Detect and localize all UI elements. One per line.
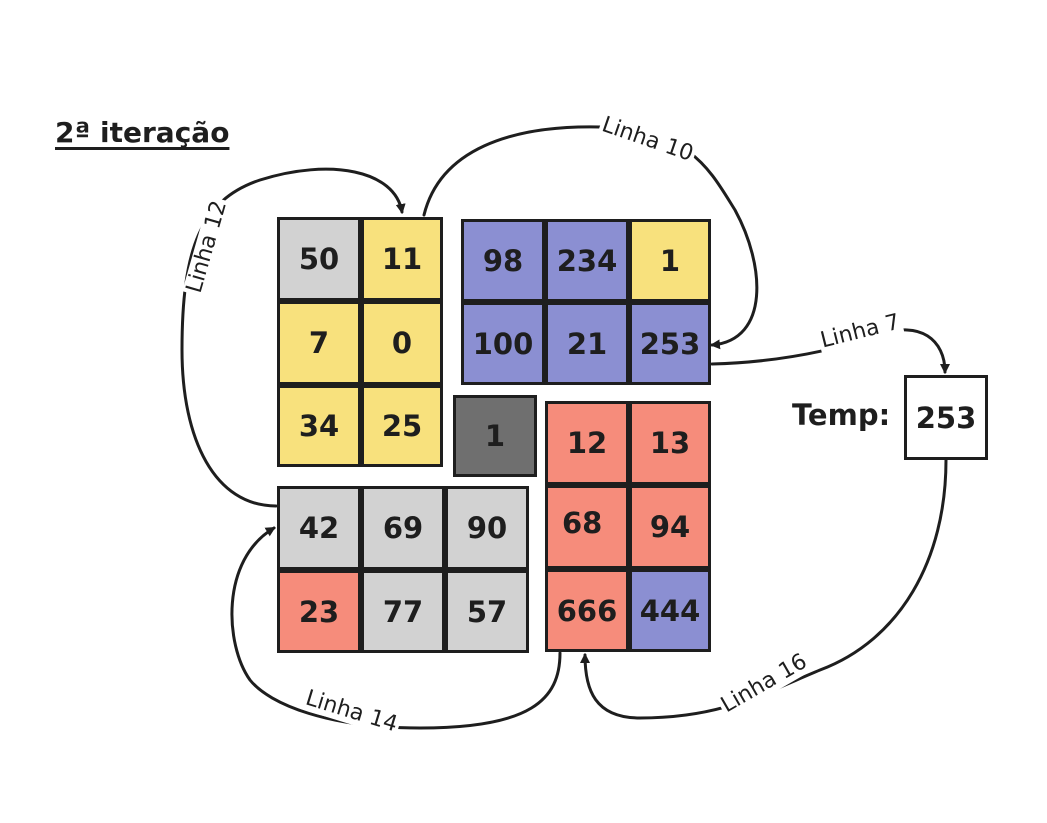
temp-value-box: 253 xyxy=(904,375,988,460)
temp-label: Temp: xyxy=(792,398,891,432)
cell-b5: 21 xyxy=(545,302,629,385)
cell-a4: 0 xyxy=(361,301,443,385)
cell-a6: 25 xyxy=(361,385,443,467)
cell-b2: 234 xyxy=(545,219,629,302)
cell-a3: 7 xyxy=(277,301,361,385)
cell-e5: 77 xyxy=(361,570,445,653)
cell-d1: 12 xyxy=(545,401,629,485)
cell-d4: 94 xyxy=(629,485,711,569)
cell-c1: 1 xyxy=(453,395,537,477)
cell-d6: 444 xyxy=(629,569,711,652)
cell-b3: 1 xyxy=(629,219,711,302)
cell-b1: 98 xyxy=(461,219,545,302)
cell-d2: 13 xyxy=(629,401,711,485)
cell-b4: 100 xyxy=(461,302,545,385)
cell-e1: 42 xyxy=(277,486,361,570)
cell-e3: 90 xyxy=(445,486,529,570)
cell-b6: 253 xyxy=(629,302,711,385)
cell-a2: 11 xyxy=(361,217,443,301)
cell-e2: 69 xyxy=(361,486,445,570)
cell-a1: 50 xyxy=(277,217,361,301)
cell-e4: 23 xyxy=(277,570,361,653)
cell-d3: 68 xyxy=(545,485,629,569)
page-title: 2ª iteração xyxy=(55,116,230,149)
linha-14-arrow xyxy=(230,526,562,730)
cell-d5: 666 xyxy=(545,569,629,652)
cell-a5: 34 xyxy=(277,385,361,467)
cell-e6: 57 xyxy=(445,570,529,653)
